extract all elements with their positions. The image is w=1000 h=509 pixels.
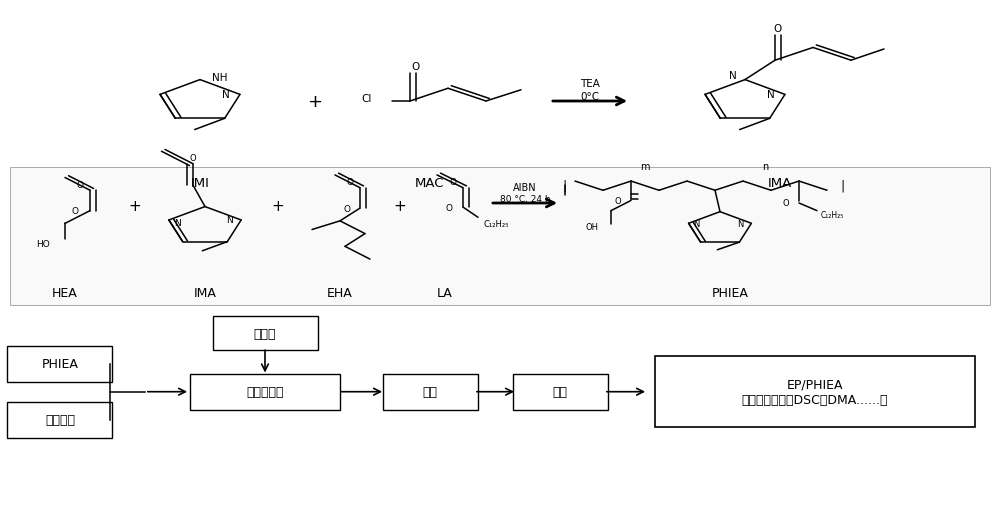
Text: 固化剂: 固化剂 bbox=[254, 327, 276, 340]
Text: EP/PHIEA
（冲击，拉伸，DSC，DMA......）: EP/PHIEA （冲击，拉伸，DSC，DMA......） bbox=[742, 378, 888, 406]
Text: N: N bbox=[729, 71, 737, 81]
Text: 环氧树脂: 环氧树脂 bbox=[45, 413, 75, 427]
Text: +: + bbox=[308, 93, 322, 111]
Text: +: + bbox=[272, 199, 284, 214]
Text: MAC: MAC bbox=[415, 177, 445, 190]
Text: O: O bbox=[450, 178, 456, 187]
Text: 铸模: 铸模 bbox=[422, 385, 438, 399]
Text: O: O bbox=[446, 203, 453, 212]
FancyBboxPatch shape bbox=[513, 374, 608, 410]
Text: O: O bbox=[782, 199, 789, 208]
Text: N: N bbox=[222, 90, 230, 100]
Text: n: n bbox=[762, 161, 768, 172]
FancyBboxPatch shape bbox=[7, 402, 112, 438]
Text: 80 °C, 24 h: 80 °C, 24 h bbox=[500, 195, 550, 204]
FancyBboxPatch shape bbox=[382, 374, 478, 410]
Text: O: O bbox=[76, 180, 84, 189]
Text: OH: OH bbox=[586, 223, 599, 232]
Text: PHIEA: PHIEA bbox=[712, 286, 748, 299]
Text: O: O bbox=[614, 196, 621, 206]
Text: HO: HO bbox=[36, 240, 50, 249]
Text: N: N bbox=[174, 218, 181, 228]
Text: C₁₂H₂₅: C₁₂H₂₅ bbox=[483, 219, 509, 229]
FancyBboxPatch shape bbox=[7, 346, 112, 382]
Text: O: O bbox=[71, 207, 78, 216]
Text: 分散，脱气: 分散，脱气 bbox=[246, 385, 284, 399]
Text: +: + bbox=[394, 199, 406, 214]
FancyBboxPatch shape bbox=[213, 317, 318, 350]
Text: 0°C: 0°C bbox=[580, 92, 600, 102]
Text: IMI: IMI bbox=[191, 177, 209, 190]
Text: O: O bbox=[774, 24, 782, 34]
Text: N: N bbox=[737, 219, 743, 229]
Text: N: N bbox=[767, 90, 775, 100]
FancyBboxPatch shape bbox=[10, 168, 990, 305]
Text: TEA: TEA bbox=[580, 79, 600, 89]
Text: AIBN: AIBN bbox=[513, 182, 537, 192]
Text: |: | bbox=[563, 179, 567, 192]
Text: C₁₂H₂₅: C₁₂H₂₅ bbox=[821, 210, 844, 219]
Text: IMA: IMA bbox=[768, 177, 792, 190]
Text: PHIEA: PHIEA bbox=[42, 357, 78, 371]
Text: m: m bbox=[640, 161, 650, 172]
Text: HEA: HEA bbox=[52, 286, 78, 299]
Text: IMA: IMA bbox=[194, 286, 216, 299]
FancyBboxPatch shape bbox=[655, 356, 975, 428]
Text: O: O bbox=[347, 178, 354, 187]
Text: 固化: 固化 bbox=[552, 385, 568, 399]
Text: N: N bbox=[694, 219, 700, 229]
Text: NH: NH bbox=[212, 73, 228, 83]
Text: LA: LA bbox=[437, 286, 453, 299]
Text: O: O bbox=[190, 153, 196, 162]
Text: EHA: EHA bbox=[327, 286, 353, 299]
Text: |: | bbox=[840, 179, 844, 192]
Text: O: O bbox=[343, 204, 350, 213]
Text: N: N bbox=[226, 216, 233, 225]
Text: +: + bbox=[129, 199, 141, 214]
Text: Cl: Cl bbox=[362, 94, 372, 104]
Text: O: O bbox=[411, 62, 419, 72]
FancyBboxPatch shape bbox=[190, 374, 340, 410]
